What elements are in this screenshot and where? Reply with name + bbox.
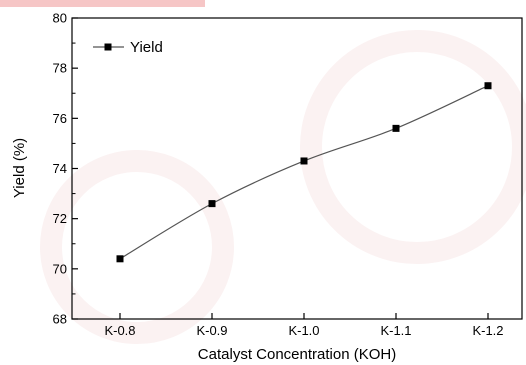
- data-point-marker: [208, 200, 216, 208]
- legend: Yield: [93, 39, 163, 56]
- plot-border: [71, 17, 523, 320]
- x-axis: K-0.8 K-0.9 K-1.0 K-1.1 K-1.2: [104, 313, 504, 338]
- x-tick-label: K-0.8: [104, 323, 135, 338]
- x-tick-label: K-1.1: [380, 323, 411, 338]
- series-markers: [116, 82, 492, 263]
- x-axis-label: Catalyst Concentration (KOH): [198, 346, 396, 363]
- x-tick-label: K-1.0: [288, 323, 319, 338]
- y-tick-label: 70: [53, 261, 67, 276]
- legend-marker-swatch: [104, 43, 112, 51]
- y-tick-label: 80: [53, 11, 67, 26]
- data-point-marker: [300, 157, 308, 165]
- data-point-marker: [392, 124, 400, 132]
- y-tick-label: 72: [53, 211, 67, 226]
- y-tick-label: 74: [53, 161, 67, 176]
- x-tick-label: K-0.9: [196, 323, 227, 338]
- data-point-marker: [484, 82, 492, 90]
- header-band-decoration: [0, 0, 205, 7]
- y-axis: 68 70 72 74 76 78 80: [53, 11, 78, 327]
- y-tick-label: 76: [53, 111, 67, 126]
- y-axis-label: Yield (%): [11, 138, 28, 198]
- x-tick-label: K-1.2: [472, 323, 503, 338]
- series-line-yield: [119, 85, 489, 260]
- data-point-marker: [116, 255, 124, 263]
- legend-label-yield: Yield: [130, 39, 163, 56]
- y-tick-label: 68: [53, 312, 67, 327]
- plot-area: [71, 17, 523, 320]
- y-tick-label: 78: [53, 61, 67, 76]
